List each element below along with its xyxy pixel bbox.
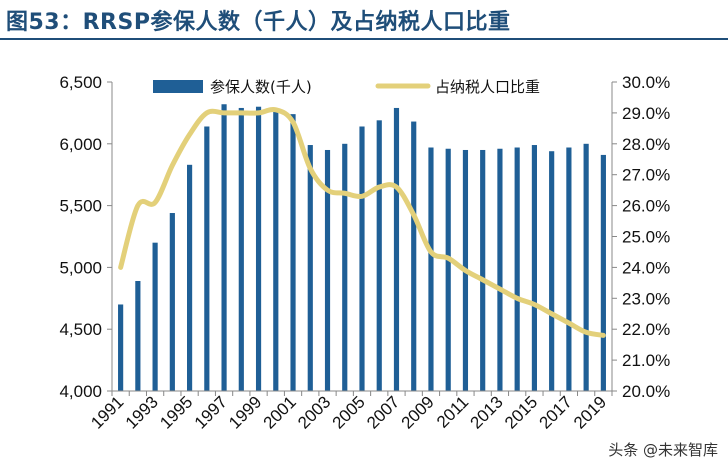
bar-1995	[187, 164, 193, 391]
bar-2008	[411, 121, 417, 391]
line-point-2019	[601, 333, 605, 337]
line-point-2009	[429, 250, 433, 254]
bar-2016	[549, 151, 555, 391]
y-right-tick-label: 26.0%	[622, 197, 670, 216]
bar-2017	[566, 147, 572, 391]
y-right-tick-label: 23.0%	[622, 289, 670, 308]
title-underline	[0, 38, 728, 40]
line-point-1996	[205, 111, 209, 115]
x-tick-label: 2003	[294, 392, 334, 432]
line-point-2018	[584, 330, 588, 334]
legend: 参保人数(千人) 占纳税人口比重	[153, 78, 540, 96]
bar-2014	[514, 147, 520, 391]
x-tick-label: 2011	[433, 392, 472, 431]
line-point-2004	[343, 191, 347, 195]
bar-1997	[221, 104, 227, 392]
line-point-2010	[446, 256, 450, 260]
bar-2002	[307, 145, 313, 391]
bar-1992	[135, 280, 141, 391]
y-right-tick-label: 25.0%	[622, 228, 670, 247]
line-point-2000	[274, 108, 278, 112]
y-right-tick-label: 21.0%	[622, 351, 670, 370]
x-tick-label: 2001	[260, 392, 300, 432]
y-left-tick-label: 6,500	[59, 73, 102, 92]
line-point-2011	[463, 268, 467, 272]
y-left-tick-label: 6,000	[59, 135, 102, 154]
line-point-1992	[136, 204, 140, 208]
line-point-1997	[222, 111, 226, 115]
y-right-tick-label: 28.0%	[622, 135, 670, 154]
legend-line-label: 占纳税人口比重	[435, 78, 540, 96]
line-point-2008	[412, 213, 416, 217]
bar-1999	[255, 106, 262, 391]
y-left-tick-label: 4,000	[59, 382, 102, 401]
bar-2004	[342, 143, 348, 391]
x-tick-label: 2019	[570, 392, 610, 432]
line-point-2002	[308, 167, 312, 171]
legend-bar-swatch	[153, 80, 203, 93]
legend-bar-label: 参保人数(千人)	[210, 78, 312, 96]
chart-axes: 4,000 4,500 5,000 5,500 6,000 6,500 20.0% 21.0%…	[59, 73, 670, 433]
x-tick-label: 1993	[122, 392, 162, 432]
x-tick-label: 1995	[156, 392, 196, 432]
bar-2005	[359, 126, 365, 391]
line-point-1999	[257, 111, 261, 115]
bar-2010	[445, 148, 451, 391]
y-right-tick-label: 20.0%	[622, 382, 670, 401]
bar-2015	[531, 145, 537, 391]
bar-2003	[324, 149, 331, 391]
line-point-2001	[291, 120, 295, 124]
bar-1994	[169, 213, 175, 391]
line-point-2005	[360, 194, 364, 198]
bar-2007	[393, 107, 400, 392]
line-point-2013	[498, 287, 502, 291]
bar-1993	[152, 242, 158, 391]
bar-2018	[583, 143, 589, 391]
x-tick-label: 2013	[467, 392, 507, 432]
bar-series	[118, 104, 606, 392]
line-point-1991	[119, 265, 123, 269]
y-right-tick-label: 29.0%	[622, 104, 670, 123]
chart-title: 图53：RRSP参保人数（千人）及占纳税人口比重	[6, 10, 511, 35]
y-left-tick-label: 5,000	[59, 258, 102, 277]
y-left-tick-label: 4,500	[59, 320, 102, 339]
x-tick-label: 2005	[329, 392, 369, 432]
bar-2006	[376, 120, 382, 391]
bar-2012	[480, 149, 486, 391]
line-point-2003	[326, 188, 330, 192]
bar-1998	[238, 107, 244, 392]
line-point-1993	[153, 201, 157, 205]
bar-1996	[204, 126, 210, 391]
line-point-1998	[239, 111, 243, 115]
bar-2013	[497, 148, 503, 391]
line-point-2014	[515, 296, 519, 300]
bar-2019	[600, 154, 606, 391]
x-tick-label: 2015	[501, 392, 541, 432]
line-point-2017	[567, 321, 571, 325]
line-point-2015	[532, 302, 536, 306]
watermark: 头条 @未来智库	[606, 439, 720, 460]
bar-1991	[118, 304, 124, 391]
y-right-tick-label: 27.0%	[622, 166, 670, 185]
y-right-tick-label: 30.0%	[622, 73, 670, 92]
bar-2000	[273, 109, 279, 391]
x-tick-label: 1997	[191, 392, 231, 432]
x-tick-label: 2009	[398, 392, 438, 432]
y-right-tick-label: 24.0%	[622, 258, 670, 277]
line-point-1994	[170, 163, 174, 167]
bar-2009	[428, 147, 434, 391]
line-point-2016	[550, 312, 554, 316]
y-right-tick-label: 22.0%	[622, 320, 670, 339]
y-left-tick-label: 5,500	[59, 197, 102, 216]
x-tick-label: 2007	[363, 392, 403, 432]
line-point-2006	[377, 185, 381, 189]
line-point-1995	[188, 133, 192, 137]
line-point-2012	[481, 278, 485, 282]
x-tick-label: 2017	[536, 392, 576, 432]
line-series	[118, 106, 606, 338]
line-point-2007	[394, 185, 398, 189]
bar-2001	[290, 114, 296, 392]
x-tick-label: 1999	[225, 392, 265, 432]
